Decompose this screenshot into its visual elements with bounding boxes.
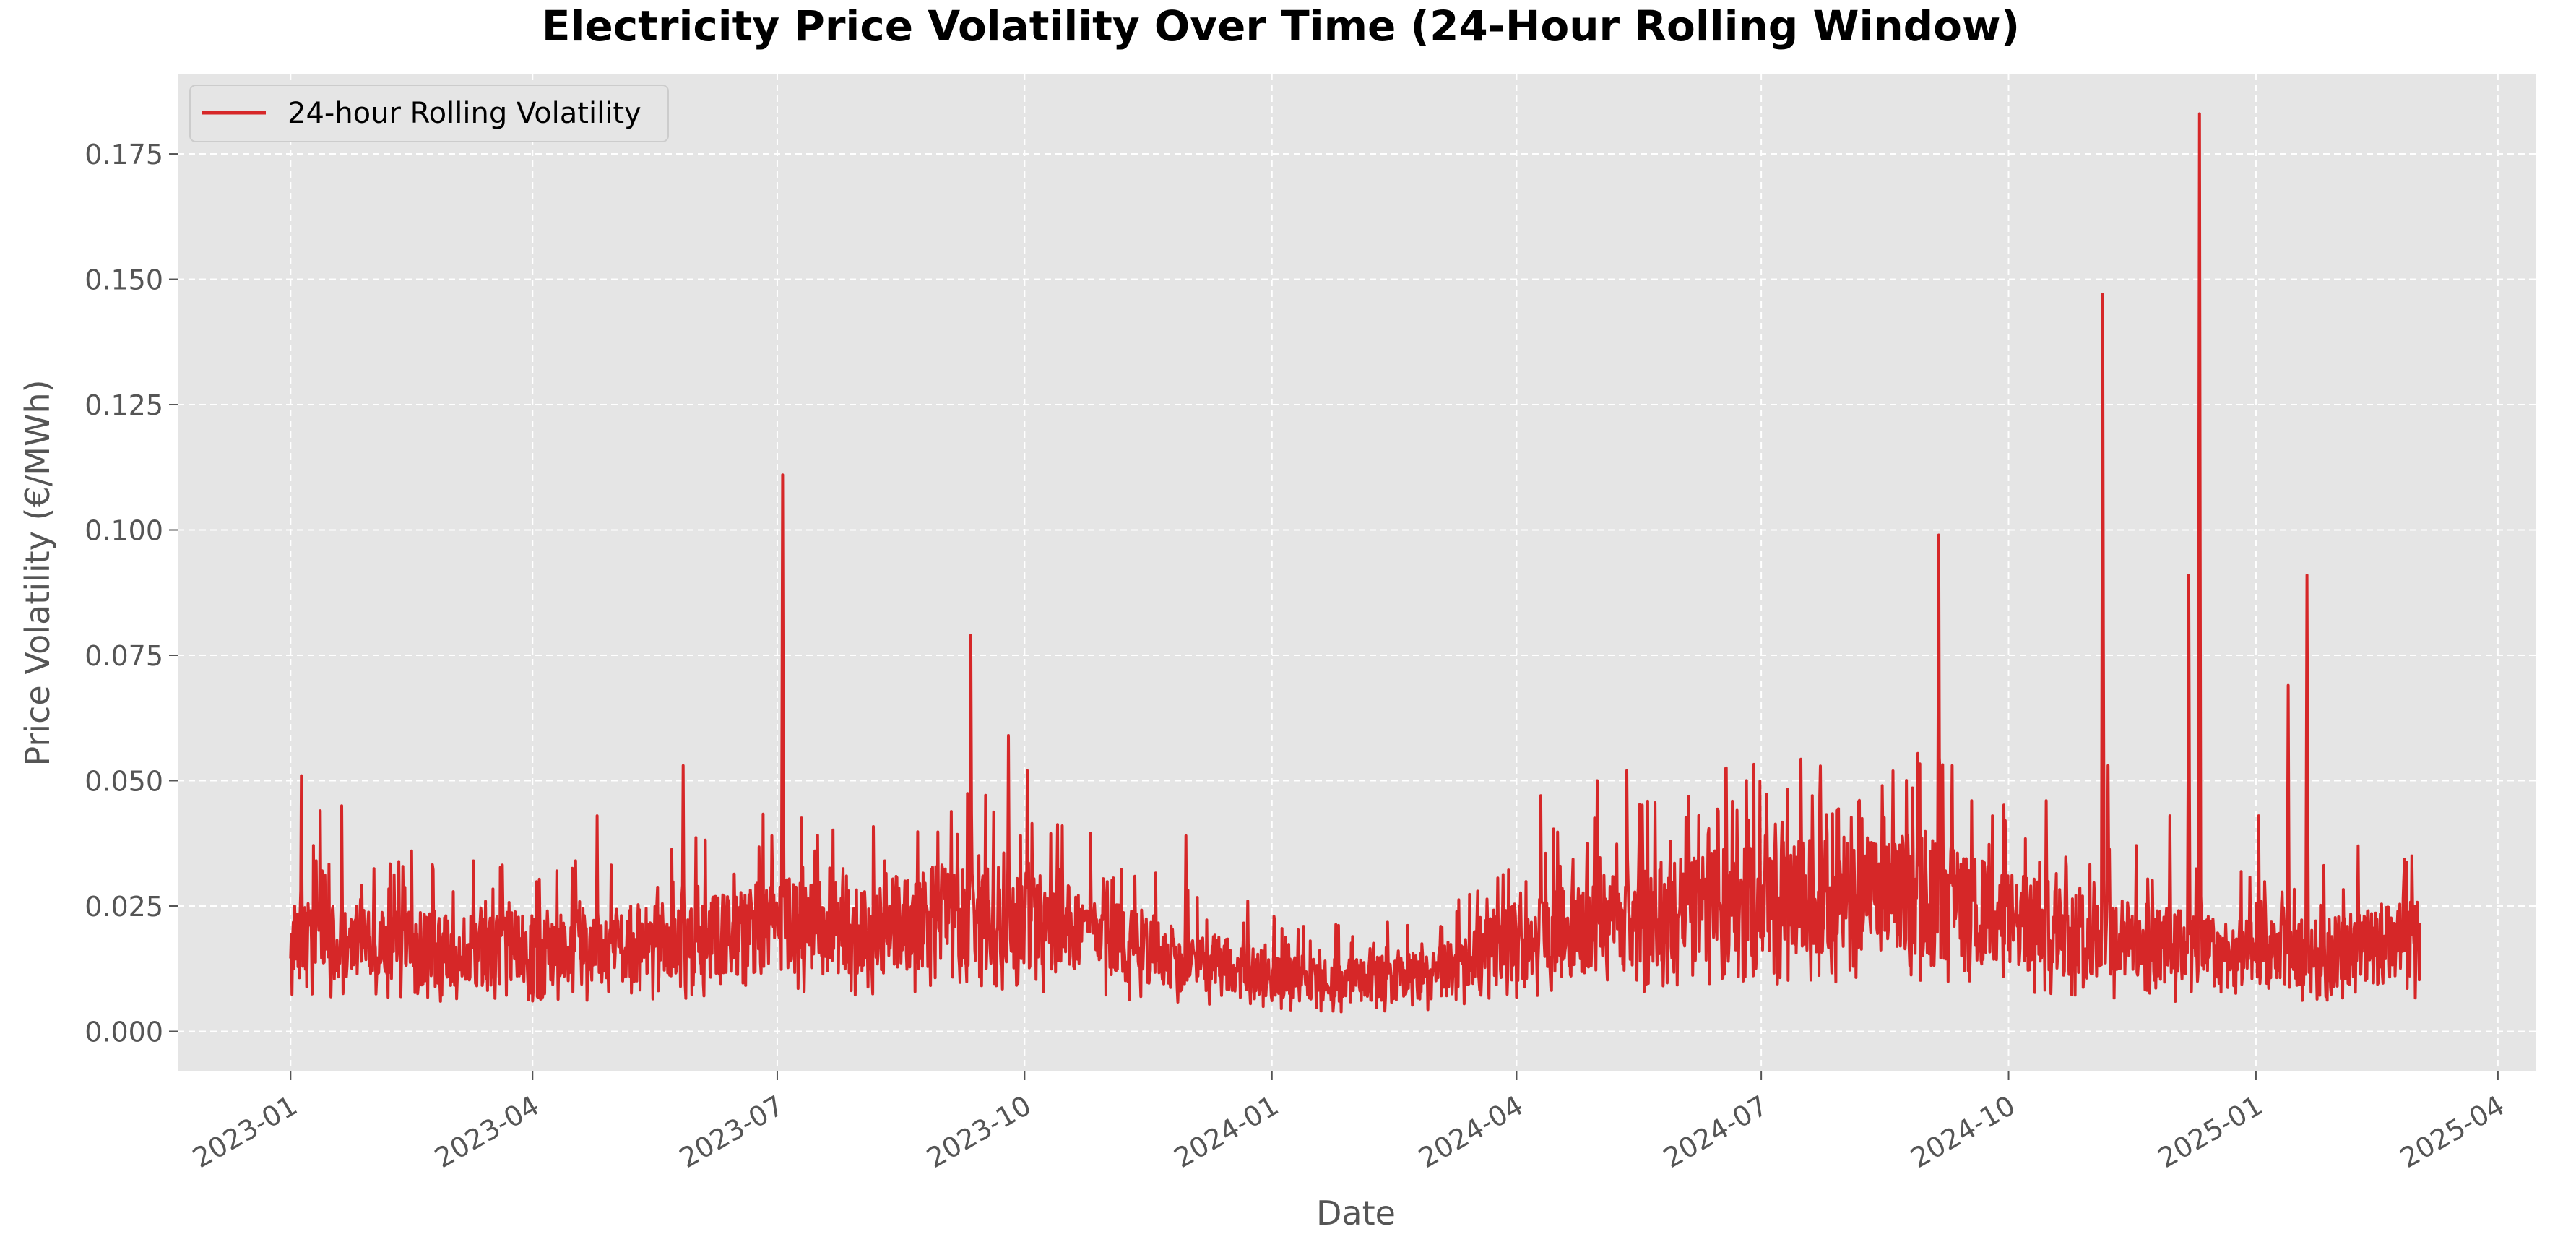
legend: 24-hour Rolling Volatility [189,85,669,142]
x-tick-label: 2023-10 [921,1090,1037,1174]
y-tick-label: 0.025 [85,891,163,923]
y-tick-label: 0.075 [85,640,163,672]
y-axis-label: Price Volatility (€/MWh) [18,379,57,766]
grid-lines [178,74,2536,1071]
x-tick-label: 2023-01 [187,1090,303,1174]
x-tick-label: 2023-07 [674,1090,790,1174]
legend-box [189,85,669,142]
y-tick-label: 0.150 [85,264,163,296]
y-tick-label: 0.125 [85,389,163,421]
x-tick-label: 2024-07 [1658,1090,1773,1174]
x-tick-label: 2024-01 [1169,1090,1284,1174]
y-tick-label: 0.000 [85,1016,163,1048]
x-axis-label: Date [1316,1194,1396,1233]
x-tick-label: 2024-10 [1906,1090,2021,1174]
x-tick-label: 2024-04 [1413,1090,1529,1174]
series-line-24-hour-rolling-volatility [289,112,2421,1014]
series-layer [289,112,2421,1014]
y-tick-label: 0.175 [85,139,163,171]
chart-title: Electricity Price Volatility Over Time (… [542,1,2020,51]
y-tick-label: 0.050 [85,765,163,797]
x-tick-label: 2025-01 [2153,1090,2268,1174]
y-tick-label: 0.100 [85,515,163,547]
x-tick-label: 2023-04 [429,1090,545,1174]
y-axis-ticks: 0.000 0.025 0.050 0.075 0.100 0.125 0.150 0.175 [85,139,178,1048]
x-axis-ticks: 2023-01 2023-04 2023-07 2023-10 2024-01 2024-… [187,1071,2510,1174]
legend-label: 24-hour Rolling Volatility [288,97,641,130]
x-tick-label: 2025-04 [2395,1090,2510,1174]
